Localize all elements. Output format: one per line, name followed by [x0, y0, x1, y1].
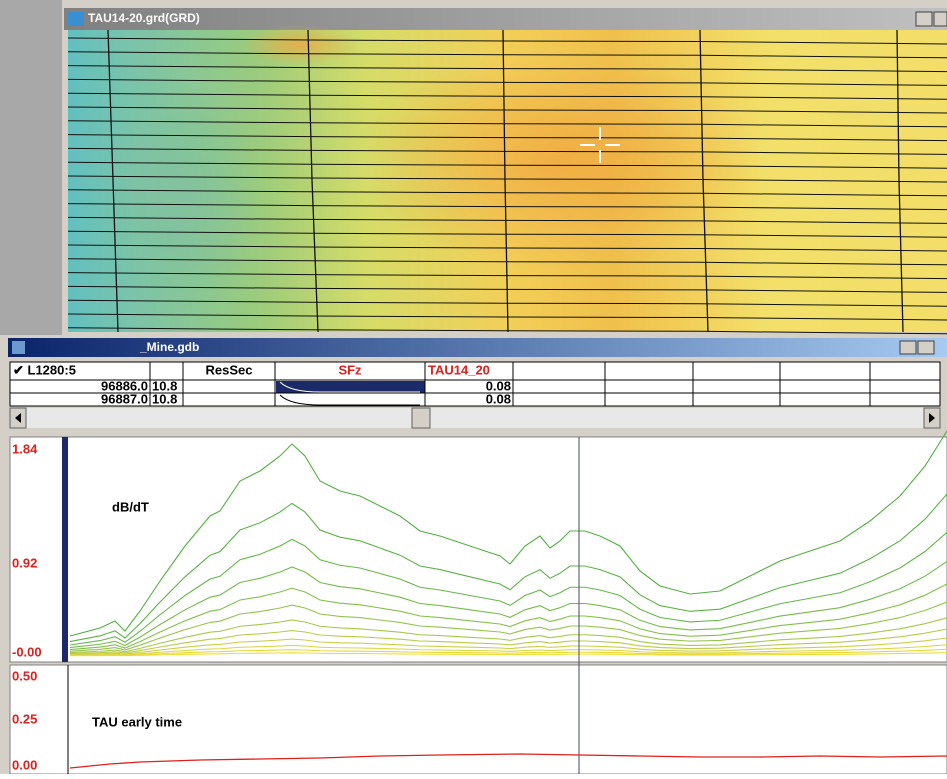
header-cell[interactable]: ✔ L1280:5 — [13, 362, 76, 377]
map-icon — [68, 12, 84, 26]
header-cell[interactable]: SFz — [338, 362, 362, 377]
minimize-button[interactable] — [900, 341, 916, 354]
spreadsheet[interactable]: ✔ L1280:5 ResSec SFz TAU14_20 96886.0 10… — [10, 362, 940, 406]
cell[interactable]: 96887.0 — [101, 391, 148, 406]
screen: TAU14-20.grd(GRD) _Mine.gdb — [0, 0, 947, 774]
maximize-button[interactable] — [918, 341, 934, 354]
db-icon — [12, 341, 25, 354]
maximize-button[interactable] — [934, 12, 947, 26]
axis-label: 0.25 — [12, 711, 37, 726]
cell[interactable]: 10.8 — [152, 391, 177, 406]
axis-label: -0.00 — [12, 644, 42, 659]
profile-label: TAU early time — [92, 714, 182, 729]
side-panel — [0, 0, 62, 335]
map-title: TAU14-20.grd(GRD) — [88, 11, 200, 25]
scrollbar[interactable] — [10, 408, 940, 428]
axis-label: 0.00 — [12, 757, 37, 772]
header-cell[interactable]: TAU14_20 — [428, 362, 490, 377]
profile-label: dB/dT — [112, 499, 149, 514]
axis-label: 0.92 — [12, 555, 37, 570]
minimize-button[interactable] — [916, 12, 932, 26]
grid-map[interactable] — [68, 25, 947, 334]
db-title: _Mine.gdb — [139, 340, 199, 354]
profile-panel[interactable]: 0.50 0.25 0.00 TAU early time — [10, 665, 947, 774]
page: {"map_window": {"title": "TAU14-20.grd(G… — [0, 0, 947, 774]
cell[interactable]: 0.08 — [486, 391, 511, 406]
header-cell[interactable]: ResSec — [206, 362, 253, 377]
axis-label: 0.50 — [12, 668, 37, 683]
axis-label: 1.84 — [12, 441, 38, 456]
